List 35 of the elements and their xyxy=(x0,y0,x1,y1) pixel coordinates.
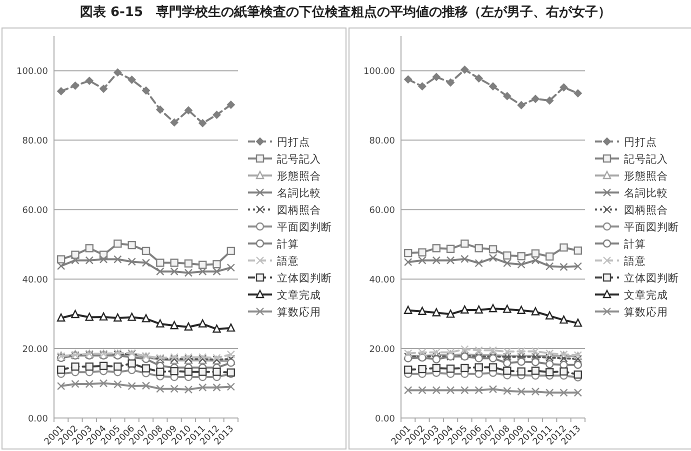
y-tick-label: 80.00 xyxy=(22,136,48,147)
legend-label: 計算 xyxy=(277,238,299,250)
legend-label: 立体図判断 xyxy=(624,272,679,284)
y-tick-label: 20.00 xyxy=(369,345,396,356)
legend-label: 図柄照合 xyxy=(277,204,321,216)
legend-label: 語意 xyxy=(624,254,646,268)
legend-label: 文章完成 xyxy=(277,288,321,302)
legend-label: 算数応用 xyxy=(277,306,321,318)
legend-label: 計算 xyxy=(624,238,646,250)
y-tick-label: 100.00 xyxy=(364,67,396,78)
y-tick-label: 60.00 xyxy=(22,206,48,216)
legend-label: 名詞比較 xyxy=(624,186,668,200)
legend-label: 記号記入 xyxy=(624,152,668,166)
y-tick-label: 20.00 xyxy=(22,345,48,356)
legend-label: 立体図判断 xyxy=(277,272,332,284)
legend-label: 図柄照合 xyxy=(624,204,668,216)
legend-label: 形態照合 xyxy=(277,170,321,182)
legend-label: 形態照合 xyxy=(624,170,668,182)
legend-label: 円打点 xyxy=(277,136,310,148)
legend-label: 記号記入 xyxy=(277,152,321,166)
legend-label: 算数応用 xyxy=(624,306,668,318)
y-tick-label: 0.00 xyxy=(28,414,48,424)
y-tick-label: 60.00 xyxy=(369,206,396,216)
legend-label: 平面図判断 xyxy=(624,220,679,234)
legend-label: 文章完成 xyxy=(624,288,668,302)
legend-label: 語意 xyxy=(277,254,299,268)
y-tick-label: 100.00 xyxy=(16,67,48,78)
y-tick-label: 80.00 xyxy=(369,136,396,147)
legend-label: 円打点 xyxy=(624,136,657,148)
legend-label: 平面図判断 xyxy=(277,220,332,234)
y-tick-label: 0.00 xyxy=(374,414,396,424)
y-tick-label: 40.00 xyxy=(22,276,48,286)
legend-label: 名詞比較 xyxy=(277,186,321,200)
text: 図表 6-15 専門学校生の紙筆検査の下位検査粗点の平均値の推移（左が男子、右が女子） xyxy=(80,4,612,20)
y-tick-label: 40.00 xyxy=(369,276,396,286)
